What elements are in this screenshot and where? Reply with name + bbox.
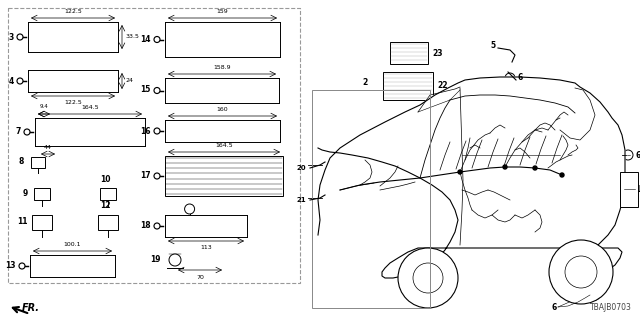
Text: 10: 10	[100, 175, 110, 184]
Text: 11: 11	[17, 218, 28, 227]
Text: 16: 16	[141, 126, 151, 135]
Bar	[390, 42, 428, 64]
Text: 2: 2	[362, 78, 367, 87]
Text: 8: 8	[19, 157, 24, 166]
Circle shape	[398, 248, 458, 308]
Bar	[31, 157, 45, 168]
Circle shape	[413, 263, 443, 293]
Text: 9.4: 9.4	[40, 104, 49, 109]
Text: 164.5: 164.5	[215, 143, 233, 148]
Text: 164.5: 164.5	[81, 105, 99, 110]
Circle shape	[458, 170, 462, 174]
Circle shape	[623, 150, 633, 160]
Text: 13: 13	[6, 261, 16, 270]
Text: FR.: FR.	[22, 303, 40, 313]
Text: 6: 6	[552, 302, 557, 311]
Circle shape	[533, 166, 537, 170]
Circle shape	[154, 128, 160, 134]
Circle shape	[19, 263, 25, 269]
Circle shape	[503, 165, 507, 169]
Bar	[620, 172, 638, 207]
Bar	[383, 72, 433, 100]
Circle shape	[549, 240, 613, 304]
Text: 22: 22	[437, 82, 447, 91]
Text: 4: 4	[9, 76, 14, 85]
Text: 9: 9	[23, 189, 28, 198]
Circle shape	[590, 290, 600, 300]
Text: 21: 21	[296, 197, 306, 203]
Text: 44: 44	[44, 145, 52, 150]
Bar	[32, 215, 52, 230]
Polygon shape	[318, 77, 625, 278]
Bar	[34, 188, 50, 200]
Bar	[312, 90, 430, 308]
Text: 15: 15	[141, 85, 151, 94]
Text: 1: 1	[635, 185, 640, 194]
Bar	[165, 156, 283, 196]
Bar	[8, 8, 300, 283]
Text: 24: 24	[126, 78, 134, 84]
Circle shape	[560, 173, 564, 177]
Circle shape	[17, 78, 23, 84]
Circle shape	[24, 129, 30, 135]
Text: 12: 12	[100, 201, 110, 210]
Bar	[98, 215, 118, 230]
Text: 19: 19	[150, 255, 161, 265]
Text: 6: 6	[635, 150, 640, 159]
Text: 158.9: 158.9	[213, 65, 231, 70]
Text: 20: 20	[296, 165, 306, 171]
Circle shape	[154, 87, 160, 93]
Text: 113: 113	[200, 245, 212, 250]
Text: 70: 70	[196, 275, 204, 280]
Text: 7: 7	[15, 127, 21, 137]
Circle shape	[169, 254, 181, 266]
Text: 18: 18	[140, 221, 151, 230]
Text: 122.5: 122.5	[64, 100, 82, 105]
Circle shape	[184, 204, 195, 214]
Text: 3: 3	[9, 33, 14, 42]
Text: 5: 5	[491, 41, 496, 50]
Text: 17: 17	[140, 172, 151, 180]
Text: 159: 159	[216, 9, 228, 14]
Circle shape	[154, 36, 160, 43]
Circle shape	[17, 34, 23, 40]
Text: TBAJB0703: TBAJB0703	[590, 303, 632, 312]
Text: 33.5: 33.5	[126, 35, 140, 39]
Text: 14: 14	[141, 35, 151, 44]
Text: 23: 23	[432, 49, 442, 58]
Circle shape	[154, 173, 160, 179]
Text: 6: 6	[518, 74, 524, 83]
Text: 160: 160	[217, 107, 228, 112]
Bar	[100, 188, 116, 200]
Text: 100.1: 100.1	[64, 242, 81, 247]
Text: 122.5: 122.5	[64, 9, 82, 14]
Circle shape	[565, 256, 597, 288]
Circle shape	[505, 73, 515, 83]
Circle shape	[154, 223, 160, 229]
